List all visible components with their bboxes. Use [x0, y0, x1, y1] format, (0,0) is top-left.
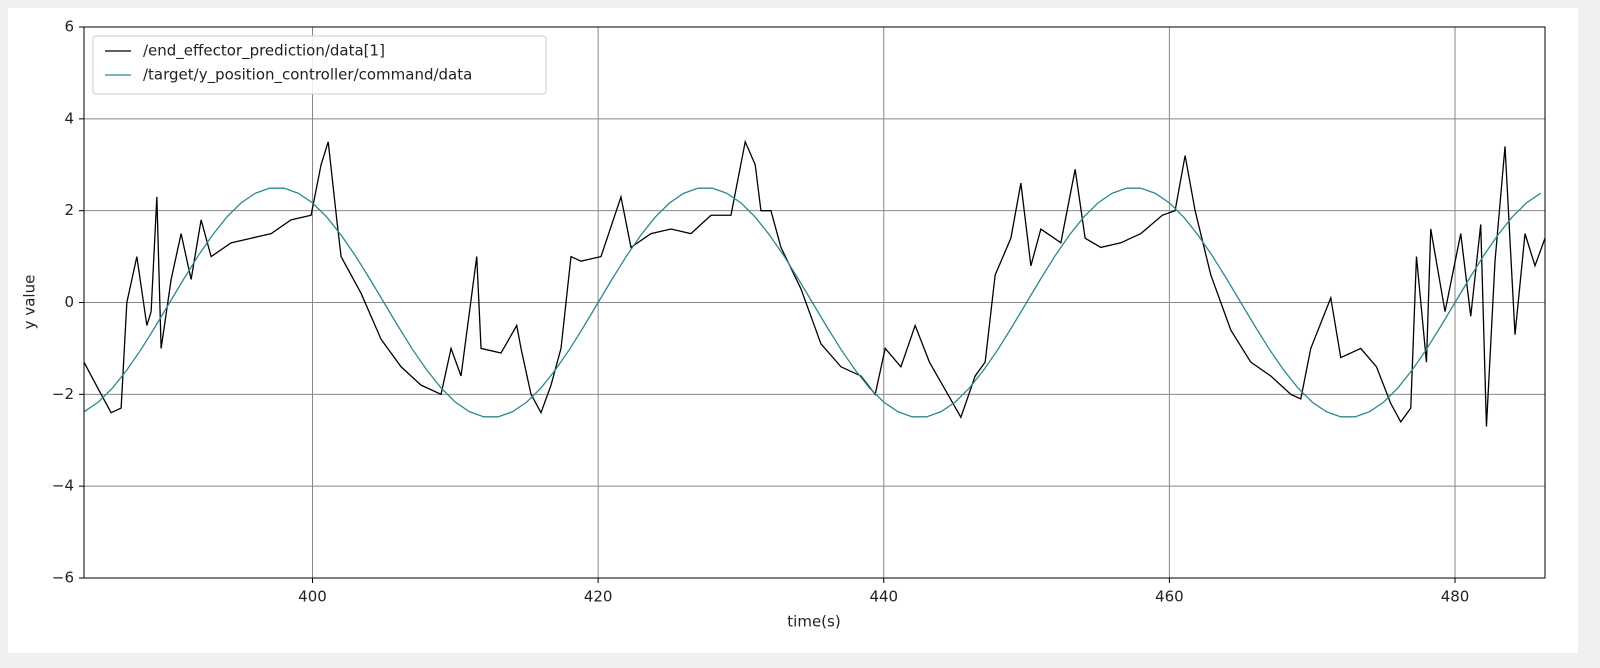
- y-tick-label: 6: [64, 18, 74, 36]
- x-tick-label: 440: [869, 588, 898, 606]
- figure-background: [8, 8, 1578, 653]
- plot-frame: [83, 26, 1546, 579]
- y-tick-label: 4: [64, 109, 74, 127]
- plot-lines: [84, 139, 1545, 427]
- legend-box: [92, 35, 547, 95]
- legend-label: /end_effector_prediction/data[1]: [143, 42, 385, 61]
- y-axis-label: y value: [21, 275, 39, 330]
- y-tick-label: 2: [64, 201, 74, 219]
- x-tick-label: 480: [1441, 588, 1470, 606]
- x-tick-label: 460: [1155, 588, 1184, 606]
- x-tick-label: 420: [584, 588, 613, 606]
- legend: /end_effector_prediction/data[1] /target/…: [92, 35, 547, 95]
- y-tick-label: −2: [52, 385, 74, 403]
- series-line: [84, 187, 1542, 418]
- y-tick-label: −4: [52, 477, 74, 495]
- y-tick-label: 0: [64, 293, 74, 311]
- y-tick-label: −6: [52, 569, 74, 587]
- series-line: [84, 139, 1545, 427]
- x-axis-label: time(s): [787, 613, 840, 631]
- x-tick-label: 400: [298, 588, 327, 606]
- legend-label: /target/y_position_controller/command/da…: [143, 66, 472, 85]
